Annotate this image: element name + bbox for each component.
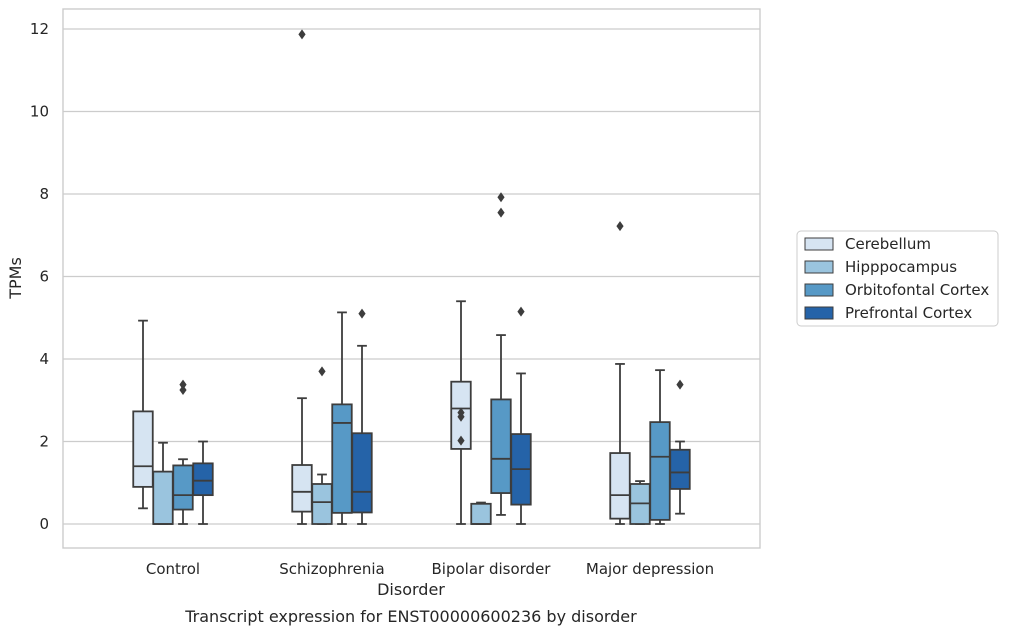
box-group	[132, 319, 154, 510]
outlier-point	[298, 29, 306, 40]
outlier-point	[179, 379, 187, 390]
box-group	[629, 480, 651, 525]
y-tick-label: 4	[39, 350, 49, 368]
grid-lines	[63, 28, 760, 525]
x-tick-labels: Control Schizophrenia Bipolar disorder Majo…	[146, 560, 714, 578]
outlier-point	[179, 384, 187, 395]
box	[649, 421, 671, 521]
outlier-point	[497, 192, 505, 203]
box	[609, 452, 631, 520]
box	[172, 464, 194, 511]
x-tick-label: Bipolar disorder	[432, 560, 552, 578]
box	[132, 410, 154, 488]
x-tick-label: Major depression	[586, 560, 714, 578]
box-group	[450, 300, 472, 525]
box	[152, 470, 174, 525]
legend-swatch	[804, 260, 834, 274]
box	[490, 398, 512, 494]
outlier-point	[457, 435, 465, 446]
legend-swatch	[804, 237, 834, 251]
x-tick-label: Schizophrenia	[279, 560, 384, 578]
y-tick-label: 10	[30, 103, 49, 121]
box-group	[649, 369, 671, 525]
box-group	[490, 192, 512, 516]
box-group	[192, 440, 214, 525]
box	[669, 448, 691, 490]
legend-label: Cerebellum	[845, 235, 931, 253]
outlier-point	[676, 379, 684, 390]
box-group	[152, 441, 174, 525]
box-group	[351, 308, 373, 525]
box-group	[609, 221, 631, 525]
legend-label: Prefrontal Cortex	[845, 304, 972, 322]
outlier-point	[318, 366, 326, 377]
x-tick-label: Control	[146, 560, 200, 578]
box-group	[470, 501, 492, 525]
box	[291, 464, 313, 513]
box-group	[510, 306, 532, 525]
outlier-point	[457, 407, 465, 418]
y-axis-title: TPMs	[6, 257, 25, 300]
y-tick-label: 8	[39, 185, 49, 203]
legend-swatch	[804, 283, 834, 297]
box-group	[331, 311, 353, 525]
box	[351, 432, 373, 514]
outlier-point	[497, 207, 505, 218]
outlier-point	[517, 306, 525, 317]
chart-caption: Transcript expression for ENST0000060023…	[184, 607, 637, 626]
legend-frame	[796, 230, 999, 327]
box-group	[669, 379, 691, 515]
x-axis-title: Disorder	[377, 580, 445, 599]
legend-swatch	[804, 306, 834, 320]
plot-frame	[62, 8, 761, 549]
box	[331, 403, 353, 514]
outlier-point	[358, 308, 366, 319]
legend-label: Hipppocampus	[845, 258, 957, 276]
y-tick-label: 12	[30, 20, 49, 38]
y-tick-label: 2	[39, 433, 49, 451]
y-tick-label: 0	[39, 515, 49, 533]
box	[470, 502, 492, 525]
legend-label: Orbitofontal Cortex	[845, 281, 989, 299]
y-tick-label: 6	[39, 268, 49, 286]
box	[311, 483, 333, 525]
legend: Cerebellum Hipppocampus Orbitofontal Corte…	[796, 230, 999, 327]
box-group	[172, 379, 194, 525]
box-plot-marks	[132, 29, 691, 525]
box-group	[291, 29, 313, 525]
y-tick-labels: 0 2 4 6 8 10 12	[30, 20, 49, 533]
box	[192, 462, 214, 497]
outlier-point	[616, 221, 624, 232]
box-group	[311, 366, 333, 525]
